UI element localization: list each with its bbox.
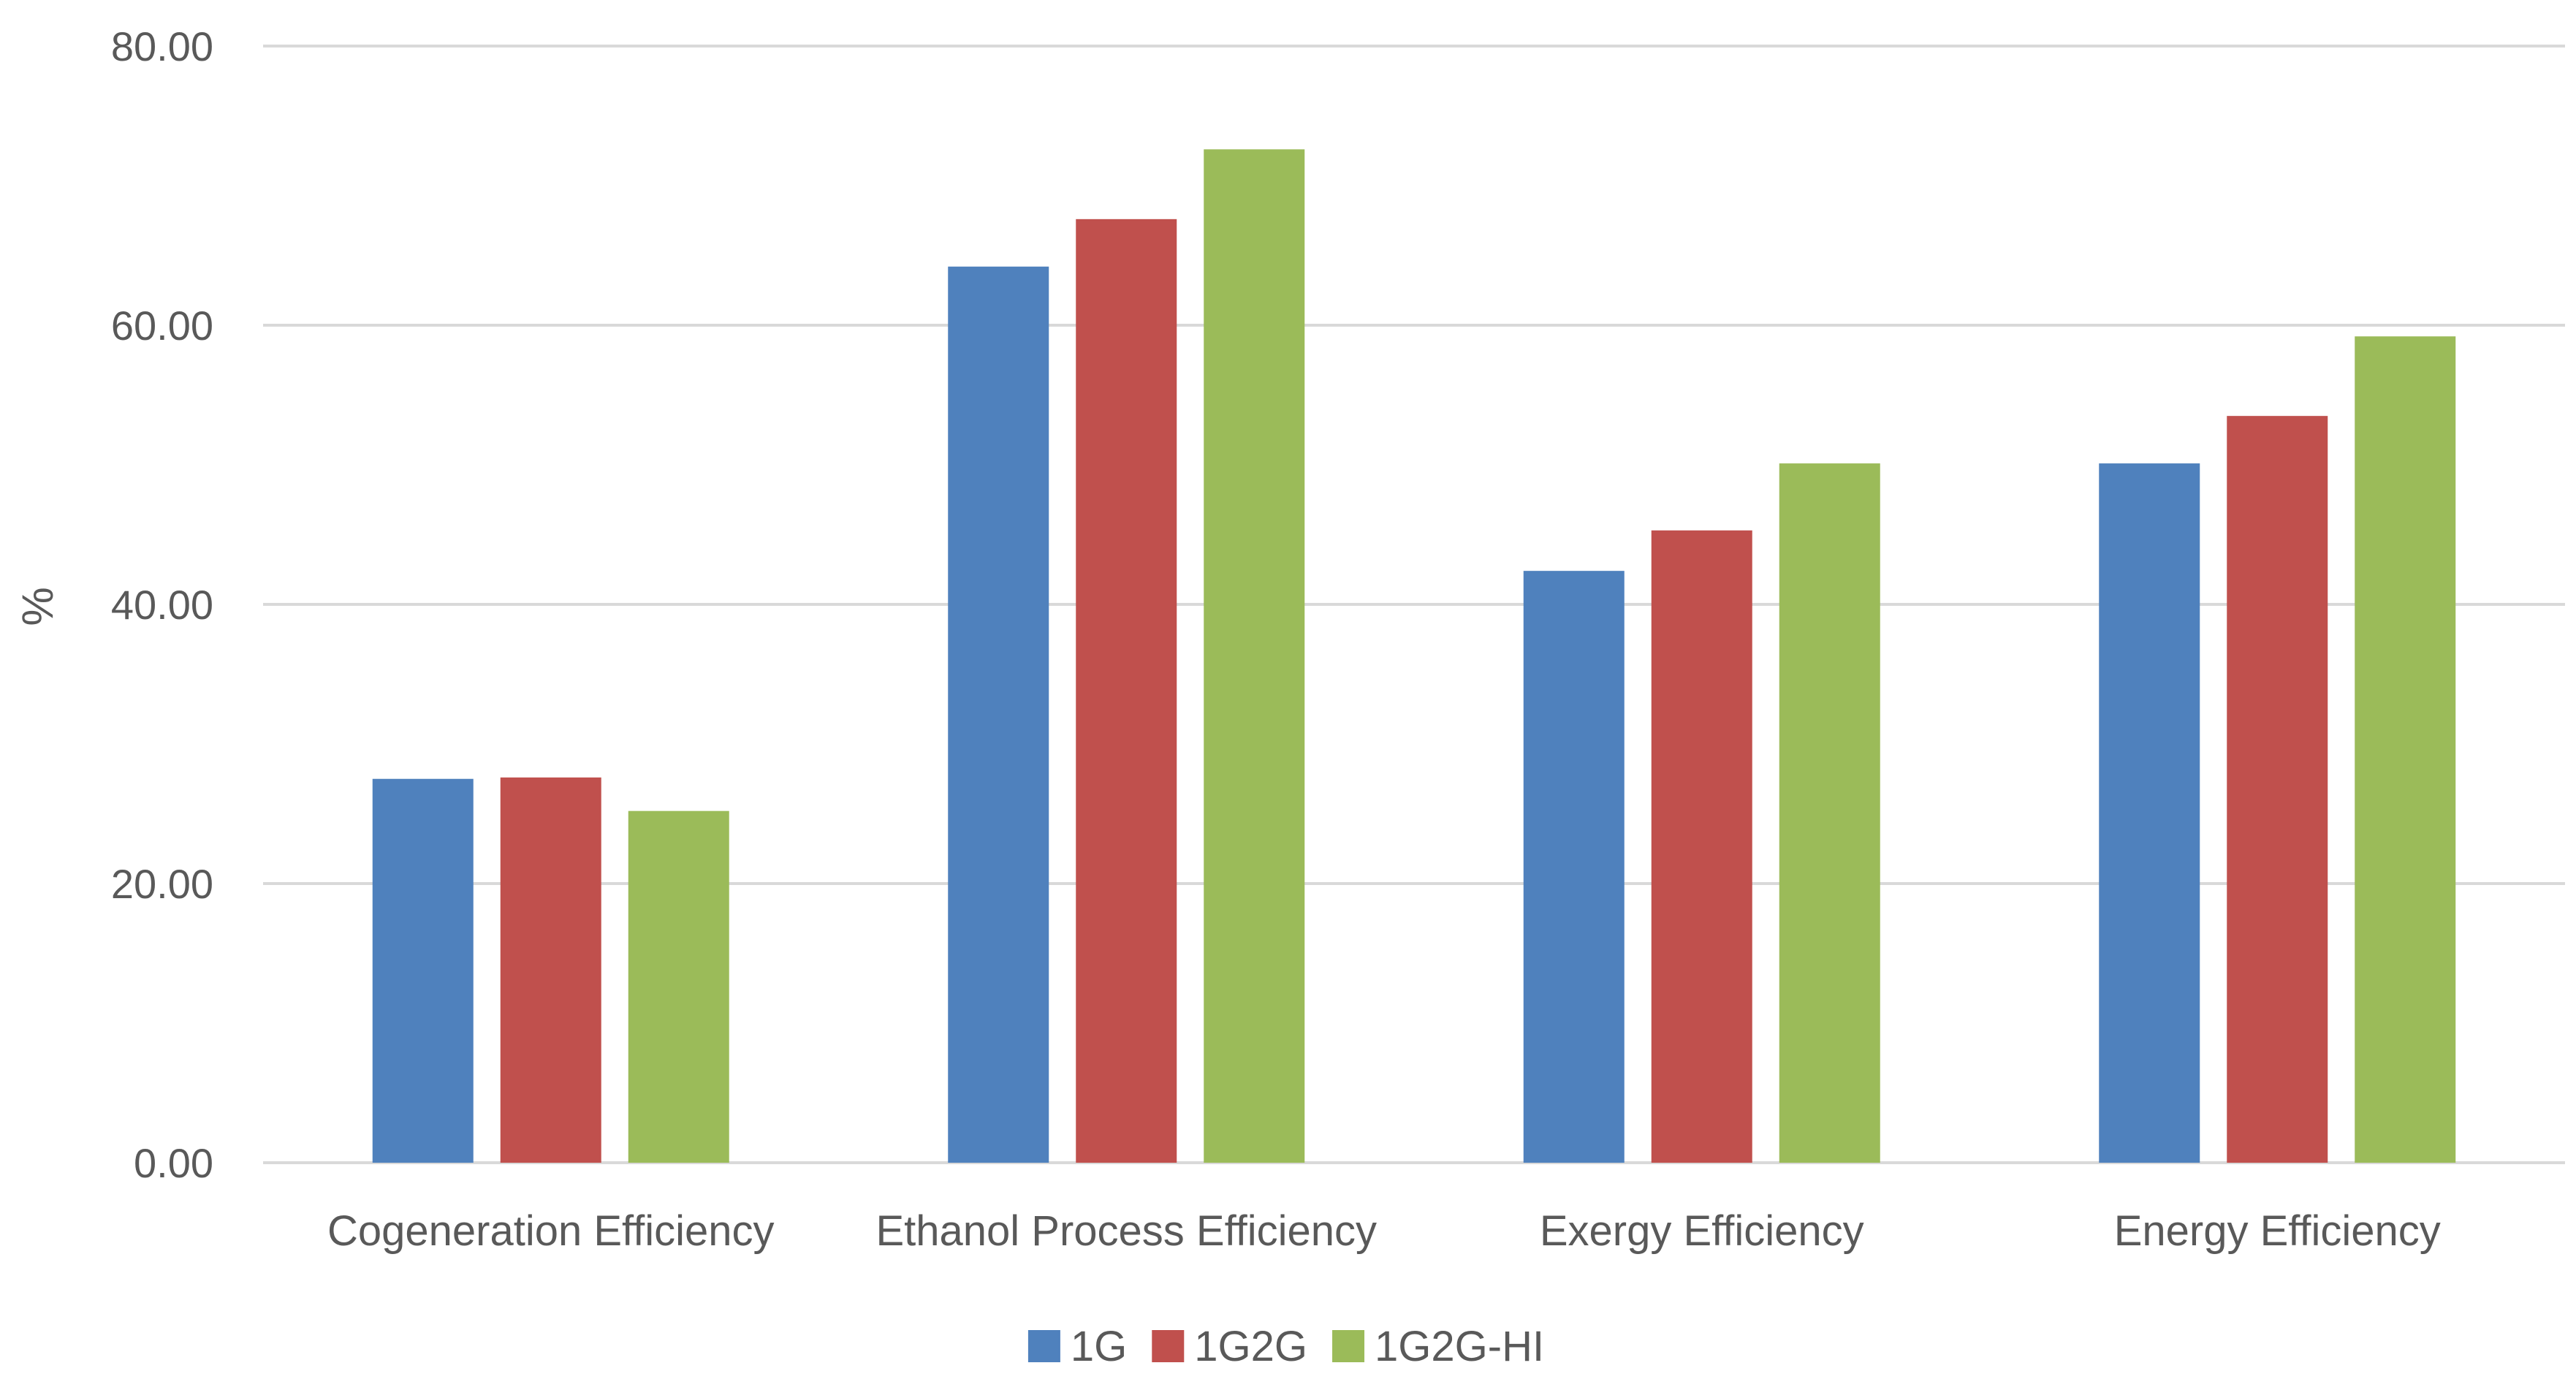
bar-1g2g-4	[2227, 416, 2328, 1163]
y-axis-title: %	[13, 587, 62, 626]
x-category-label: Ethanol Process Efficiency	[875, 1207, 1377, 1255]
bar-1g-2	[948, 266, 1049, 1163]
legend: 1G 1G2G 1G2G-HI	[1027, 1323, 1544, 1370]
y-axis-ticks: 0.00 20.00 40.00 60.00 80.00	[111, 23, 213, 1186]
bar-1g2g-hi-3	[1779, 463, 1880, 1163]
y-tick-label: 0.00	[134, 1140, 213, 1186]
bar-1g2g-1	[500, 777, 601, 1163]
y-tick-label: 60.00	[111, 303, 213, 349]
legend-swatch-1g	[1027, 1330, 1060, 1362]
bar-1g-4	[2099, 463, 2200, 1163]
bar-1g-1	[372, 778, 474, 1163]
bar-1g2g-3	[1651, 530, 1752, 1163]
x-category-label: Energy Efficiency	[2114, 1207, 2441, 1255]
bar-1g2g-hi-2	[1204, 149, 1305, 1163]
bar-1g2g-hi-1	[628, 810, 729, 1163]
legend-label-1g: 1G	[1071, 1323, 1127, 1370]
legend-label-1g2g: 1G2G	[1194, 1323, 1307, 1370]
bar-1g2g-2	[1076, 219, 1177, 1163]
bar-1g-3	[1523, 571, 1625, 1163]
y-tick-label: 40.00	[111, 582, 213, 628]
legend-swatch-1g2g-hi	[1332, 1330, 1365, 1362]
bar-1g2g-hi-4	[2355, 336, 2456, 1163]
legend-swatch-1g2g	[1152, 1330, 1185, 1362]
x-category-label: Exergy Efficiency	[1540, 1207, 1864, 1255]
y-tick-label: 80.00	[111, 23, 213, 69]
x-axis-categories: Cogeneration Efficiency Ethanol Process E…	[327, 1207, 2441, 1255]
x-category-label: Cogeneration Efficiency	[327, 1207, 775, 1255]
legend-label-1g2g-hi: 1G2G-HI	[1375, 1323, 1544, 1370]
y-tick-label: 20.00	[111, 861, 213, 907]
grid-layer	[263, 45, 2565, 1164]
bars	[372, 149, 2456, 1163]
